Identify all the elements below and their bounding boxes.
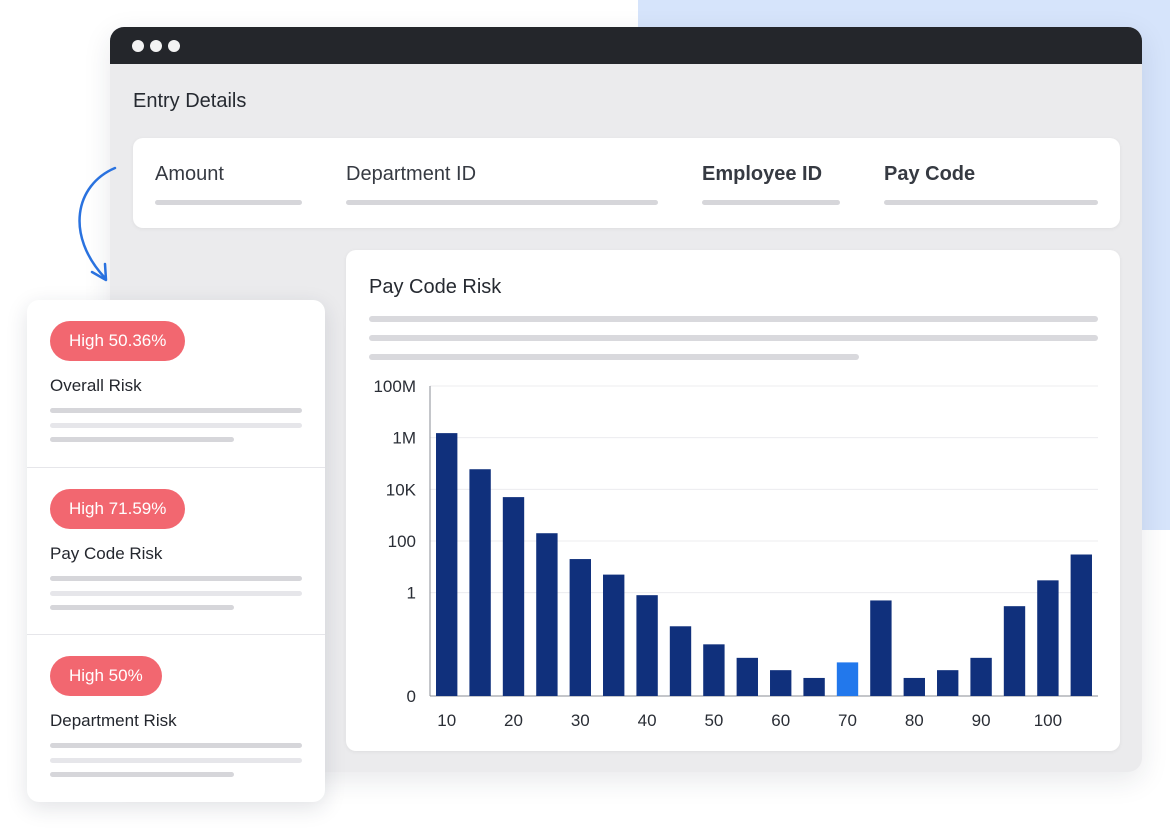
- x-tick-label: 60: [771, 711, 790, 730]
- field-employee-id[interactable]: Employee ID: [702, 163, 840, 205]
- bar: [603, 574, 625, 696]
- x-tick-label: 100: [1034, 711, 1062, 730]
- chart-title: Pay Code Risk: [369, 276, 502, 298]
- pay-code-risk-card: Pay Code Risk 100M 1M 10K 100 1 0 10 20 30 40 50 60…: [346, 250, 1120, 751]
- bar: [669, 626, 692, 696]
- bar: [536, 533, 558, 696]
- window-control-dot[interactable]: [168, 39, 180, 52]
- detail-placeholder: [50, 423, 302, 428]
- y-tick-label: 10K: [386, 480, 417, 499]
- detail-placeholder: [50, 605, 234, 610]
- risk-badge: High 50.36%: [50, 321, 186, 361]
- x-tick-label: 70: [838, 711, 857, 730]
- detail-placeholder: [50, 758, 302, 763]
- field-label: Department ID: [346, 163, 477, 185]
- bar: [903, 677, 925, 696]
- bar: [736, 657, 758, 696]
- bar: [970, 657, 992, 696]
- bar: [469, 469, 491, 696]
- bar: [1070, 554, 1092, 696]
- x-tick-label: 30: [571, 711, 590, 730]
- bar: [636, 595, 658, 696]
- bar: [803, 677, 825, 696]
- field-value-placeholder: [884, 200, 1098, 205]
- y-tick-label: 0: [407, 687, 416, 706]
- detail-placeholder: [50, 743, 302, 748]
- bar: [703, 644, 725, 696]
- field-amount[interactable]: Amount: [155, 163, 302, 205]
- risk-name: Department Risk: [50, 711, 177, 730]
- x-tick-label: 50: [704, 711, 723, 730]
- bar: [1003, 606, 1026, 696]
- field-label: Amount: [155, 163, 224, 185]
- risk-name: Pay Code Risk: [50, 544, 163, 563]
- field-pay-code[interactable]: Pay Code: [884, 163, 1098, 205]
- risk-item-department[interactable]: High 50% Department Risk: [27, 634, 325, 802]
- bar: [1037, 580, 1059, 696]
- description-placeholder: [369, 316, 1098, 322]
- description-placeholder: [369, 354, 859, 360]
- x-tick-label: 80: [905, 711, 924, 730]
- bar: [870, 600, 892, 696]
- app-window: Entry Details Amount Department ID Emplo…: [110, 27, 1142, 772]
- detail-placeholder: [50, 576, 302, 581]
- x-tick-label: 90: [972, 711, 991, 730]
- x-tick-label: 10: [437, 711, 456, 730]
- risk-item-overall[interactable]: High 50.36% Overall Risk: [27, 300, 325, 467]
- field-department-id[interactable]: Department ID: [346, 163, 658, 205]
- y-tick-label: 100: [388, 532, 416, 551]
- field-value-placeholder: [346, 200, 658, 205]
- x-tick-label: 40: [638, 711, 657, 730]
- risk-item-pay-code[interactable]: High 71.59% Pay Code Risk: [27, 467, 325, 635]
- description-placeholder: [369, 335, 1098, 341]
- risk-badge: High 50%: [50, 656, 162, 696]
- y-tick-label: 100M: [373, 377, 416, 396]
- field-label: Employee ID: [702, 163, 823, 185]
- bar: [502, 497, 525, 696]
- field-value-placeholder: [702, 200, 840, 205]
- entry-fields-card: Amount Department ID Employee ID Pay Cod…: [133, 138, 1120, 228]
- page-title: Entry Details: [133, 90, 247, 112]
- detail-placeholder: [50, 437, 234, 442]
- detail-placeholder: [50, 408, 302, 413]
- bar: [770, 670, 792, 696]
- y-tick-label: 1M: [392, 429, 416, 448]
- y-tick-label: 1: [407, 584, 416, 603]
- curved-arrow-icon: [78, 166, 117, 282]
- risk-badge: High 71.59%: [50, 489, 186, 529]
- window-titlebar: [110, 27, 1142, 64]
- highlighted-bar: [836, 662, 859, 696]
- detail-placeholder: [50, 591, 302, 596]
- window-control-dot[interactable]: [150, 39, 162, 52]
- bar: [569, 559, 591, 696]
- field-value-placeholder: [155, 200, 302, 205]
- bar: [436, 433, 458, 696]
- detail-placeholder: [50, 772, 234, 777]
- risk-name: Overall Risk: [50, 376, 142, 395]
- bar: [937, 670, 959, 696]
- field-label: Pay Code: [884, 163, 976, 185]
- x-tick-label: 20: [504, 711, 523, 730]
- window-control-dot[interactable]: [132, 39, 144, 52]
- risk-summary-panel: High 50.36% Overall Risk High 71.59% Pay…: [27, 300, 325, 802]
